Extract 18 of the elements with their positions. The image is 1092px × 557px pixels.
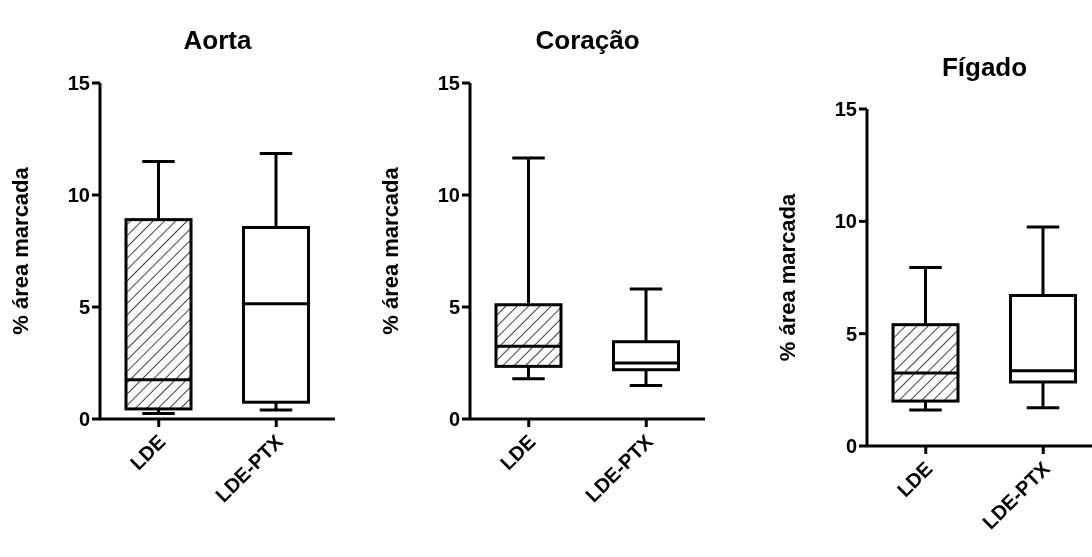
y-tick-label: 15	[437, 72, 460, 95]
y-axis-title: % área marcada	[377, 166, 403, 335]
y-tick-label: 5	[448, 296, 460, 319]
y-tick-label: 0	[448, 408, 460, 431]
y-tick-label: 5	[78, 296, 90, 319]
chart-title: Aorta	[182, 25, 253, 56]
chart-title: Coração	[534, 25, 641, 56]
y-tick-label: 0	[78, 408, 90, 431]
y-axis-title: % área marcada	[774, 192, 800, 362]
y-tick-label: 10	[437, 184, 460, 207]
y-tick-label: 15	[834, 98, 857, 121]
y-tick-label: 10	[834, 210, 857, 233]
chart-title: Fígado	[940, 52, 1029, 83]
y-axis-title: % área marcada	[7, 166, 33, 335]
y-tick-label: 10	[67, 184, 90, 207]
y-tick-label: 5	[845, 322, 857, 345]
y-tick-label: 0	[845, 435, 857, 458]
y-tick-label: 15	[67, 72, 90, 95]
